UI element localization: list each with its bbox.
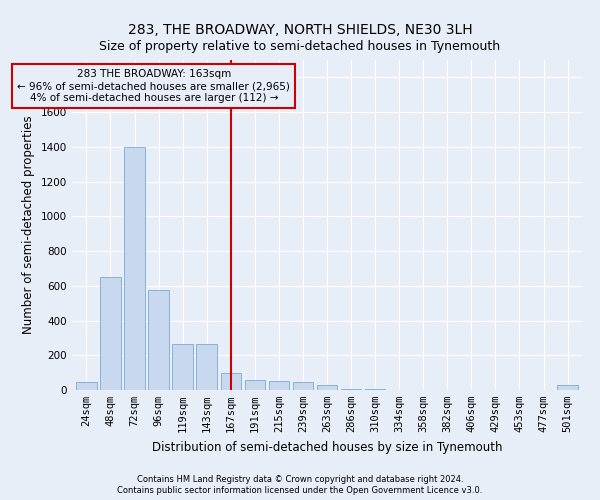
Bar xyxy=(172,344,193,390)
Bar xyxy=(317,385,337,390)
Text: Size of property relative to semi-detached houses in Tynemouth: Size of property relative to semi-detach… xyxy=(100,40,500,53)
Bar xyxy=(148,290,169,390)
Text: 283 THE BROADWAY: 163sqm
← 96% of semi-detached houses are smaller (2,965)
4% of: 283 THE BROADWAY: 163sqm ← 96% of semi-d… xyxy=(17,70,290,102)
Text: Contains HM Land Registry data © Crown copyright and database right 2024.: Contains HM Land Registry data © Crown c… xyxy=(137,475,463,484)
Bar xyxy=(293,382,313,390)
Bar xyxy=(269,382,289,390)
Bar xyxy=(557,385,578,390)
Text: Contains public sector information licensed under the Open Government Licence v3: Contains public sector information licen… xyxy=(118,486,482,495)
Bar xyxy=(124,147,145,390)
Bar xyxy=(221,372,241,390)
Text: 283, THE BROADWAY, NORTH SHIELDS, NE30 3LH: 283, THE BROADWAY, NORTH SHIELDS, NE30 3… xyxy=(128,22,472,36)
X-axis label: Distribution of semi-detached houses by size in Tynemouth: Distribution of semi-detached houses by … xyxy=(152,440,502,454)
Bar xyxy=(245,380,265,390)
Bar xyxy=(76,382,97,390)
Bar xyxy=(365,389,385,390)
Y-axis label: Number of semi-detached properties: Number of semi-detached properties xyxy=(22,116,35,334)
Bar xyxy=(100,277,121,390)
Bar xyxy=(341,388,361,390)
Bar xyxy=(196,344,217,390)
